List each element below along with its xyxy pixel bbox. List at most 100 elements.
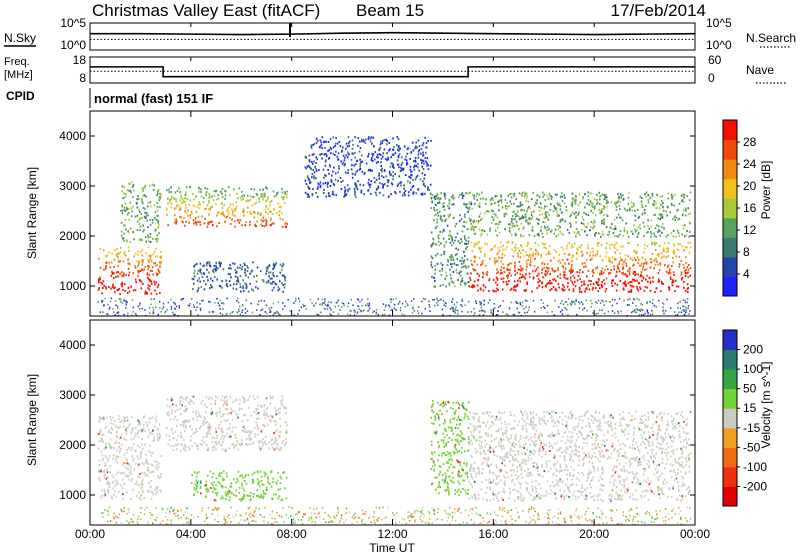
power-cell	[138, 218, 141, 221]
power-cell	[601, 285, 603, 288]
power-cell	[618, 204, 621, 207]
power-cell	[553, 249, 556, 252]
power-cell	[571, 205, 574, 208]
power-cell	[542, 276, 544, 279]
velocity-cell	[147, 490, 150, 493]
power-cell	[139, 225, 142, 228]
power-cell	[677, 285, 680, 288]
power-cell	[187, 304, 189, 307]
velocity-cell	[139, 476, 141, 479]
velocity-cell	[116, 449, 119, 452]
power-cell	[434, 285, 437, 288]
power-cell	[435, 302, 438, 304]
power-cell	[368, 304, 371, 307]
power-cell	[207, 208, 210, 211]
power-cell	[669, 211, 672, 214]
power-cell	[235, 207, 237, 210]
power-cell	[662, 248, 665, 251]
power-cell	[315, 161, 317, 164]
power-cell	[146, 273, 149, 276]
power-cell	[249, 212, 252, 215]
power-cell	[655, 248, 657, 251]
power-cell	[534, 257, 536, 260]
power-cell	[138, 222, 141, 225]
power-cell	[273, 312, 276, 314]
power-cell	[421, 172, 424, 175]
power-cell	[274, 263, 277, 266]
power-cell	[175, 305, 178, 308]
velocity-cell	[441, 413, 443, 416]
velocity-cell	[257, 483, 259, 486]
velocity-cell	[260, 479, 263, 482]
power-cell	[549, 252, 551, 255]
power-cell	[496, 268, 498, 271]
power-cell	[595, 282, 598, 285]
power-cell	[481, 276, 484, 279]
power-cell	[113, 265, 115, 268]
power-cell	[179, 207, 182, 210]
power-cell	[157, 237, 160, 240]
power-cell	[151, 237, 154, 240]
power-cell	[337, 158, 340, 161]
velocity-cell	[279, 482, 282, 485]
power-cell	[591, 270, 594, 273]
velocity-cell	[136, 483, 138, 486]
power-cell	[424, 136, 427, 139]
power-cell	[304, 179, 307, 182]
power-cell	[535, 250, 538, 253]
power-cell	[412, 179, 414, 182]
power-cell	[246, 265, 249, 268]
velocity-cell	[175, 404, 177, 407]
power-cell	[609, 247, 611, 250]
power-cell	[231, 311, 233, 314]
power-cell	[234, 209, 236, 212]
power-cell	[199, 221, 201, 224]
power-cell	[208, 199, 210, 202]
power-cell	[371, 169, 374, 172]
velocity-cell	[228, 491, 230, 494]
power-cell	[318, 169, 320, 172]
power-cell	[608, 256, 610, 259]
velocity-cell	[138, 445, 141, 448]
power-cell	[517, 205, 520, 208]
power-cell	[339, 176, 342, 179]
power-cell	[282, 262, 285, 265]
power-cell	[384, 157, 387, 160]
power-cell	[642, 262, 645, 265]
velocity-cell	[102, 457, 105, 460]
velocity-cell	[220, 420, 222, 423]
power-cell	[503, 215, 506, 218]
velocity-cell	[123, 453, 126, 456]
velocity-cell	[98, 416, 101, 419]
power-cell	[587, 198, 590, 201]
power-cell	[632, 310, 634, 313]
power-cell	[555, 289, 558, 292]
power-cell	[605, 247, 607, 250]
power-cell	[604, 195, 606, 198]
power-cell	[142, 230, 144, 233]
power-cell	[580, 301, 583, 304]
power-cell	[514, 273, 517, 276]
velocity-cell	[142, 424, 145, 427]
power-cell	[586, 234, 588, 237]
power-cell	[565, 205, 568, 208]
power-cell	[571, 281, 573, 284]
power-cell	[552, 285, 555, 288]
power-cell	[461, 197, 464, 200]
power-cell	[195, 262, 198, 265]
power-cell	[571, 260, 573, 263]
power-cell	[681, 245, 684, 248]
power-cell	[235, 201, 238, 204]
power-cell	[579, 269, 581, 272]
power-cell	[502, 248, 504, 251]
power-cell	[142, 206, 145, 209]
velocity-cell	[115, 479, 117, 482]
power-cell	[117, 307, 119, 310]
velocity-cell	[168, 438, 171, 441]
power-cell	[277, 289, 279, 292]
power-cell	[307, 177, 310, 180]
power-cell	[481, 261, 484, 264]
power-cell	[332, 170, 334, 173]
power-cell	[517, 268, 520, 271]
power-cell	[176, 204, 179, 207]
